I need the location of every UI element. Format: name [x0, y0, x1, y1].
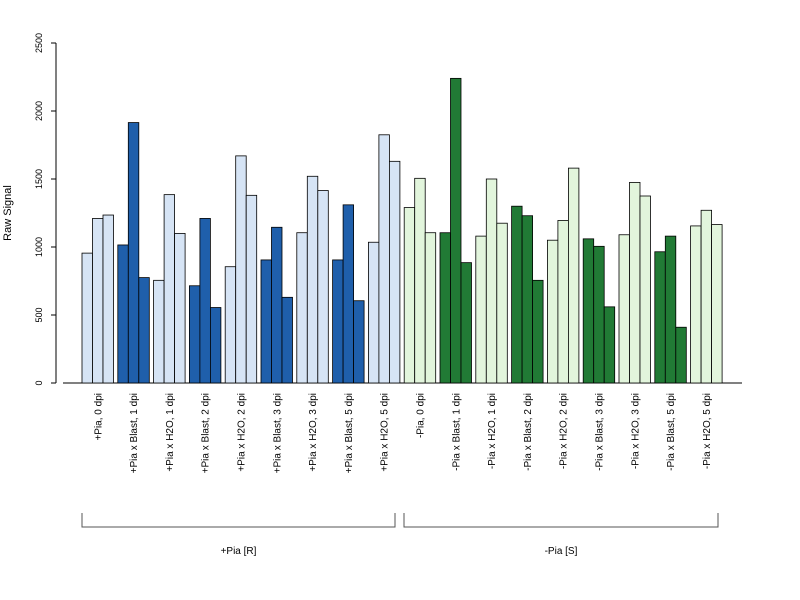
bar	[664, 235, 677, 384]
bar	[271, 226, 283, 384]
group-label: -Pia [S]	[545, 546, 578, 557]
bar	[603, 306, 616, 384]
bar	[424, 232, 437, 384]
bar	[306, 175, 319, 384]
bar	[690, 225, 702, 384]
bar	[367, 241, 380, 384]
x-tick-label: +Pia x H2O, 2 dpi	[236, 393, 247, 472]
x-tick-label: +Pia, 0 dpi	[93, 393, 104, 441]
bar	[711, 224, 723, 384]
y-tick-label: 0	[34, 380, 44, 385]
bar	[245, 194, 258, 384]
x-tick-label: +Pia x H2O, 1 dpi	[165, 393, 176, 472]
bar	[511, 205, 523, 384]
bar	[102, 214, 114, 384]
bar	[439, 232, 451, 384]
bar	[675, 326, 687, 384]
bar	[618, 234, 630, 384]
bar	[296, 232, 308, 384]
bar	[117, 244, 129, 384]
x-tick-label: -Pia x Blast, 1 dpi	[451, 393, 462, 471]
bar	[496, 222, 508, 384]
y-tick-label: 1000	[34, 237, 44, 257]
x-tick-label: -Pia x H2O, 1 dpi	[487, 393, 498, 469]
bars	[81, 77, 723, 384]
bar	[332, 259, 344, 384]
bar	[235, 155, 247, 384]
bar	[260, 259, 272, 384]
bar	[127, 122, 140, 384]
bar	[568, 167, 580, 384]
y-tick-label: 2000	[34, 101, 44, 121]
bar	[414, 177, 426, 384]
bar	[342, 204, 355, 384]
x-tick-label: -Pia x Blast, 2 dpi	[523, 393, 534, 471]
bar	[188, 285, 201, 384]
x-tick-label: -Pia x H2O, 5 dpi	[702, 393, 713, 469]
y-axis-title: Raw Signal	[2, 185, 14, 241]
group-bracket	[81, 513, 396, 528]
x-tick-label: +Pia x Blast, 3 dpi	[272, 393, 283, 473]
x-tick-label: +Pia x Blast, 2 dpi	[201, 393, 212, 473]
bar	[521, 215, 533, 384]
bar	[153, 279, 165, 384]
bar	[547, 239, 559, 384]
x-tick-label: +Pia x H2O, 5 dpi	[380, 393, 391, 472]
group-bracket	[403, 513, 719, 528]
bar	[403, 207, 416, 384]
category-labels: +Pia, 0 dpi +Pia x Blast, 1 dpi +Pia x H2O…	[93, 393, 713, 473]
bar	[654, 251, 666, 384]
bar	[485, 178, 498, 384]
x-tick-label: -Pia x Blast, 5 dpi	[666, 393, 677, 471]
bar	[593, 245, 605, 384]
y-tick-label: 500	[34, 307, 44, 322]
bar	[224, 266, 237, 384]
bar	[557, 220, 569, 384]
group-label: +Pia [R]	[221, 546, 257, 557]
x-tick-label: +Pia x H2O, 3 dpi	[308, 393, 319, 472]
x-tick-label: -Pia x H2O, 3 dpi	[630, 393, 641, 469]
bar	[582, 238, 595, 384]
bar	[353, 300, 365, 384]
x-tick-label: -Pia x H2O, 2 dpi	[559, 393, 570, 469]
bar	[163, 194, 176, 384]
x-tick-label: -Pia x Blast, 3 dpi	[594, 393, 605, 471]
bar	[378, 134, 390, 384]
bar	[138, 277, 150, 384]
bar	[209, 307, 222, 384]
bar	[81, 252, 93, 384]
bar	[388, 160, 401, 384]
x-tick-label: +Pia x Blast, 1 dpi	[129, 393, 140, 473]
bar	[532, 279, 544, 384]
y-tick-label: 2500	[34, 33, 44, 53]
bar	[92, 218, 104, 384]
x-tick-label: +Pia x Blast, 5 dpi	[344, 393, 355, 473]
x-tick-label: -Pia, 0 dpi	[415, 393, 426, 438]
y-axis: 0 500 1000 1500 2000 2500	[34, 33, 57, 386]
bar	[174, 232, 186, 384]
y-tick-label: 1500	[34, 169, 44, 189]
group-brackets: +Pia [R] -Pia [S]	[81, 513, 719, 557]
bar	[475, 235, 487, 384]
bar	[629, 181, 641, 384]
bar	[199, 218, 211, 384]
bar	[281, 296, 293, 384]
bar	[700, 209, 712, 384]
bar	[450, 77, 462, 384]
bar	[317, 190, 329, 384]
bar	[639, 195, 651, 384]
bar	[460, 262, 472, 384]
